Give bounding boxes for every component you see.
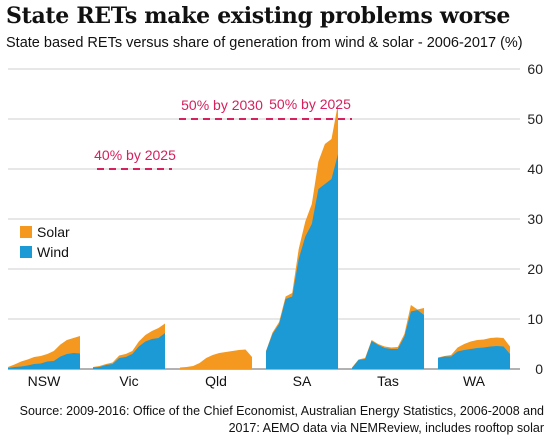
y-tick-label: 60 bbox=[527, 61, 543, 77]
legend-swatch bbox=[20, 246, 32, 258]
wind-area-vic bbox=[93, 333, 165, 369]
axis-labels: 0 10 20 30 40 50 60 NSW Vic Qld SA Tas WA bbox=[28, 61, 544, 389]
x-category-label: SA bbox=[293, 373, 312, 389]
chart-title: State RETs make existing problems worse bbox=[6, 3, 511, 29]
legend: Solar Wind bbox=[20, 224, 70, 260]
legend-label: Solar bbox=[37, 224, 70, 240]
stacked-areas bbox=[8, 104, 510, 369]
y-tick-label: 40 bbox=[527, 161, 543, 177]
wind-area-nsw bbox=[8, 353, 80, 369]
target-label: 50% by 2030 bbox=[181, 97, 263, 113]
y-tick-label: 30 bbox=[527, 211, 543, 227]
legend-label: Wind bbox=[37, 244, 69, 260]
wind-area-sa bbox=[266, 154, 338, 369]
x-category-label: WA bbox=[463, 373, 486, 389]
target-label: 40% by 2025 bbox=[94, 147, 176, 163]
chart-subtitle: State based RETs versus share of generat… bbox=[6, 35, 523, 51]
legend-swatch bbox=[20, 226, 32, 238]
y-tick-label: 50 bbox=[527, 111, 543, 127]
wind-area-tas bbox=[352, 310, 424, 369]
y-tick-label: 10 bbox=[527, 311, 543, 327]
x-category-label: Qld bbox=[205, 373, 227, 389]
x-category-label: Tas bbox=[377, 373, 399, 389]
y-tick-label: 0 bbox=[535, 361, 543, 377]
source-note: Source: 2009-2016: Office of the Chief E… bbox=[19, 404, 544, 435]
gridlines bbox=[8, 68, 520, 370]
target-markers: 40% by 2025 50% by 2030 50% by 2025 bbox=[94, 96, 352, 170]
solar-area-qld bbox=[180, 349, 252, 369]
wind-area-wa bbox=[438, 346, 510, 369]
target-label: 50% by 2025 bbox=[269, 96, 351, 112]
y-tick-label: 20 bbox=[527, 261, 543, 277]
x-category-label: Vic bbox=[119, 373, 138, 389]
chart-plot: 40% by 2025 50% by 2030 50% by 2025 0 10 20 3… bbox=[8, 61, 544, 389]
x-category-label: NSW bbox=[28, 373, 61, 389]
